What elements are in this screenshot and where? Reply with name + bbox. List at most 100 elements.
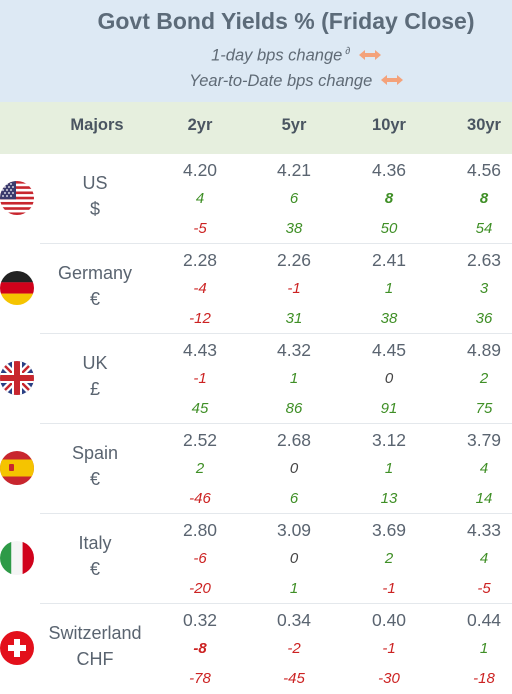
title-banner: Govt Bond Yields % (Friday Close) 1-day … bbox=[0, 0, 512, 102]
yield-value: 4.32 bbox=[276, 340, 312, 360]
ytd-change: 36 bbox=[475, 310, 493, 327]
daily-change: 1 bbox=[384, 280, 394, 297]
daily-change: 4 bbox=[479, 460, 489, 477]
yield-value: 3.69 bbox=[371, 520, 407, 540]
ytd-change: 31 bbox=[285, 310, 303, 327]
column-header-majors: Majors bbox=[70, 116, 124, 134]
uk-flag-icon bbox=[0, 361, 34, 395]
legend-daily-sup: ∂ bbox=[345, 46, 351, 57]
daily-change: -2 bbox=[287, 640, 301, 657]
column-header-5yr: 5yr bbox=[281, 116, 307, 134]
daily-change: 0 bbox=[384, 370, 394, 387]
currency-symbol: CHF bbox=[76, 649, 114, 669]
daily-change: 2 bbox=[195, 460, 205, 477]
country-cell: US $ bbox=[40, 170, 150, 222]
ytd-change: 50 bbox=[380, 220, 398, 237]
daily-change: 6 bbox=[289, 190, 299, 207]
yield-value: 4.36 bbox=[371, 160, 407, 180]
row-divider bbox=[40, 243, 512, 244]
daily-change: -1 bbox=[382, 640, 396, 657]
ytd-change: 38 bbox=[380, 310, 398, 327]
currency-symbol: € bbox=[89, 289, 100, 309]
table-row: UK £4.43 -1 45 4.32 1 86 4.45 0 91 4.89 2 75 bbox=[0, 334, 512, 424]
ytd-change: -30 bbox=[378, 670, 400, 687]
table-row: Germany €2.28 -4 -12 2.26 -1 31 2.41 1 38 2.63 3 36 bbox=[0, 244, 512, 334]
daily-change: -8 bbox=[193, 640, 207, 657]
daily-change: 3 bbox=[479, 280, 489, 297]
ytd-change: -46 bbox=[189, 490, 211, 507]
ytd-change: -5 bbox=[193, 220, 207, 237]
table-row: Spain €2.52 2 -46 2.68 0 6 3.12 1 13 3.79 4 14 bbox=[0, 424, 512, 514]
italy-flag-icon bbox=[0, 541, 34, 575]
country-cell: Germany € bbox=[40, 260, 150, 312]
ytd-change: 91 bbox=[380, 400, 398, 417]
daily-change: -4 bbox=[193, 280, 207, 297]
column-header-30yr: 30yr bbox=[467, 116, 501, 134]
daily-change: -1 bbox=[193, 370, 207, 387]
yield-value: 3.09 bbox=[276, 520, 312, 540]
ytd-change: 1 bbox=[289, 580, 299, 597]
legend-daily-label: 1-day bps change bbox=[211, 46, 343, 65]
currency-symbol: $ bbox=[89, 199, 100, 219]
row-divider bbox=[40, 513, 512, 514]
daily-change: 0 bbox=[289, 550, 299, 567]
country-name: Germany bbox=[57, 263, 133, 283]
country-name: Spain bbox=[71, 443, 119, 463]
yield-value: 0.44 bbox=[466, 610, 502, 630]
yield-value: 3.12 bbox=[371, 430, 407, 450]
yield-value: 4.33 bbox=[466, 520, 502, 540]
yield-value: 0.40 bbox=[371, 610, 407, 630]
row-divider bbox=[40, 603, 512, 604]
ytd-change: -12 bbox=[189, 310, 211, 327]
ytd-change: 13 bbox=[380, 490, 398, 507]
yield-value: 4.21 bbox=[276, 160, 312, 180]
column-header-2yr: 2yr bbox=[187, 116, 213, 134]
row-divider bbox=[40, 333, 512, 334]
ytd-change: 38 bbox=[285, 220, 303, 237]
yield-value: 2.52 bbox=[182, 430, 218, 450]
double-arrow-icon bbox=[358, 47, 381, 66]
yield-value: 2.68 bbox=[276, 430, 312, 450]
daily-change: 1 bbox=[479, 640, 489, 657]
country-cell: Switzerland CHF bbox=[40, 620, 150, 672]
daily-change: -6 bbox=[193, 550, 207, 567]
yield-value: 0.32 bbox=[182, 610, 218, 630]
daily-change: 1 bbox=[384, 460, 394, 477]
ytd-change: -78 bbox=[189, 670, 211, 687]
daily-change: 2 bbox=[479, 370, 489, 387]
germany-flag-icon bbox=[0, 271, 34, 305]
column-header-row bbox=[0, 102, 512, 154]
yield-value: 4.20 bbox=[182, 160, 218, 180]
yield-value: 4.43 bbox=[182, 340, 218, 360]
currency-symbol: € bbox=[89, 469, 100, 489]
page-title: Govt Bond Yields % (Friday Close) bbox=[97, 8, 475, 34]
daily-change: 2 bbox=[384, 550, 394, 567]
country-cell: Spain € bbox=[40, 440, 150, 492]
row-divider bbox=[40, 423, 512, 424]
daily-change: 1 bbox=[289, 370, 299, 387]
legend-ytd-label: Year-to-Date bps change bbox=[189, 72, 373, 90]
ytd-change: 6 bbox=[289, 490, 299, 507]
daily-change: 8 bbox=[384, 190, 394, 207]
yield-value: 4.89 bbox=[466, 340, 502, 360]
ytd-change: 54 bbox=[475, 220, 493, 237]
yield-value: 2.80 bbox=[182, 520, 218, 540]
currency-symbol: € bbox=[89, 559, 100, 579]
country-cell: Italy € bbox=[40, 530, 150, 582]
ytd-change: -5 bbox=[477, 580, 491, 597]
table-row: Switzerland CHF 0.32 -8 -78 0.34 -2 -45 0.40 -1 -3… bbox=[0, 604, 512, 694]
legend-daily: 1-day bps change ∂ bbox=[0, 46, 512, 66]
daily-change: 0 bbox=[289, 460, 299, 477]
daily-change: -1 bbox=[287, 280, 301, 297]
ytd-change: 75 bbox=[475, 400, 493, 417]
ytd-change: 45 bbox=[191, 400, 209, 417]
switzerland-flag-icon bbox=[0, 631, 34, 665]
spain-flag-icon bbox=[0, 451, 34, 485]
ytd-change: -45 bbox=[283, 670, 305, 687]
ytd-change: 86 bbox=[285, 400, 303, 417]
legend-ytd: Year-to-Date bps change bbox=[0, 72, 512, 91]
yield-value: 2.41 bbox=[371, 250, 407, 270]
ytd-change: -20 bbox=[189, 580, 211, 597]
yield-value: 4.45 bbox=[371, 340, 407, 360]
yield-value: 2.26 bbox=[276, 250, 312, 270]
